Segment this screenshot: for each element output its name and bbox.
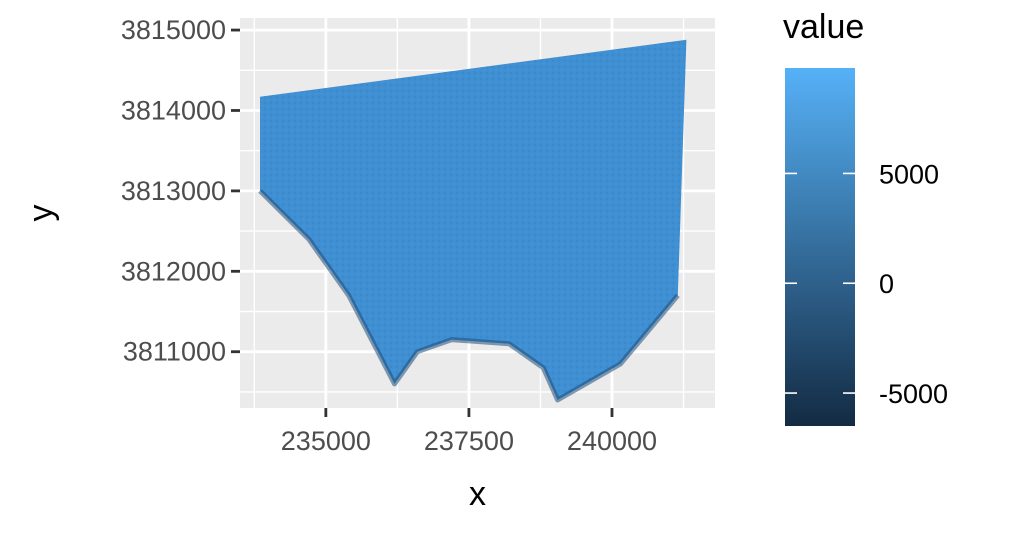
raster-shoreline: [258, 189, 680, 403]
x-tick-label-1: 237500: [424, 426, 514, 456]
legend-label-1: 0: [879, 269, 894, 299]
y-axis-title: y: [22, 205, 60, 222]
y-axis: 3811000 3812000 3813000 3814000 3815000: [121, 15, 240, 367]
raster-texture: [260, 39, 687, 400]
y-tick-label-4: 3815000: [121, 15, 226, 45]
y-tick-label-3: 3814000: [121, 95, 226, 125]
x-axis-title: x: [469, 475, 486, 513]
x-tick-label-0: 235000: [281, 426, 371, 456]
y-tick-label-2: 3813000: [121, 176, 226, 206]
y-tick-label-1: 3812000: [121, 256, 226, 286]
legend-ticks: 5000 0 -5000: [785, 159, 948, 409]
legend-title: value: [783, 8, 864, 46]
legend-label-0: 5000: [879, 159, 939, 189]
raster-layer: [258, 39, 687, 403]
x-axis: 235000 237500 240000: [281, 408, 657, 456]
y-tick-label-0: 3811000: [123, 337, 226, 367]
legend-label-2: -5000: [879, 379, 948, 409]
legend: value 5000 0 -5000: [783, 8, 948, 426]
legend-colorbar: [785, 68, 855, 426]
x-tick-label-2: 240000: [567, 426, 657, 456]
